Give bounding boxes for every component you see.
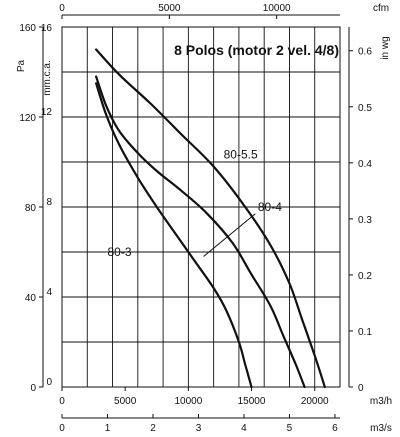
m3h-tick-label: 15000 [238,396,266,407]
inwg-tick-label: 0.1 [358,327,372,338]
mmca-tick-label: 16 [41,23,53,34]
inwg-tick-label: 0.5 [358,103,372,114]
curves [95,48,326,389]
m3s-axis-unit: m3/s [370,423,392,434]
mmca-tick-label: 0 [46,377,52,388]
m3s-tick-label: 5 [287,423,293,434]
m3h-axis-unit: m3/h [370,396,392,407]
m3h-tick-label: 0 [59,396,65,407]
cfm-tick-label: 0 [59,3,65,14]
mmca-axis-unit: mm.c.a. [42,60,53,96]
cfm-tick-label: 5000 [158,3,181,14]
inwg-tick-label: 0.3 [358,215,372,226]
chart-title: 8 Polos (motor 2 vel. 4/8) [174,42,339,58]
inwg-tick-label: 0.6 [358,47,372,58]
m3s-tick-label: 0 [59,423,65,434]
plot-frame [61,26,341,388]
m3s-tick-label: 6 [332,423,338,434]
pa-axis-unit: Pa [16,59,27,72]
mmca-tick-label: 8 [46,197,52,208]
m3h-tick-label: 20000 [301,396,329,407]
pa-tick-label: 80 [25,203,37,214]
series-label-80-4: 80-4 [258,200,282,214]
mmca-tick-label: 4 [46,287,52,298]
m3s-tick-label: 3 [196,423,202,434]
pa-tick-label: 0 [30,383,36,394]
cfm-tick-label: 10000 [263,3,291,14]
series-curve-80-4 [95,75,306,389]
pa-tick-label: 120 [19,113,36,124]
series-label-80-5.5: 80-5.5 [224,148,258,162]
inwg-tick-label: 0.4 [358,159,372,170]
series-curve-80-5.5 [95,48,326,389]
series-curve-80-3 [95,82,253,389]
m3s-tick-label: 1 [105,423,111,434]
axes [39,14,353,419]
series-leader-line-80-4 [203,213,256,257]
m3s-tick-label: 4 [241,423,247,434]
labels: 8 Polos (motor 2 vel. 4/8) 04080120160Pa… [16,3,392,434]
inwg-tick-label: 0.2 [358,271,372,282]
series-label-80-3: 80-3 [107,245,131,259]
inwg-axis-unit: in wg [380,36,391,59]
m3h-tick-label: 5000 [114,396,137,407]
cfm-axis-unit: cfm [373,3,389,14]
inwg-tick-label: 0 [358,383,364,394]
pa-tick-label: 40 [25,293,37,304]
m3s-tick-label: 2 [150,423,156,434]
m3h-tick-label: 10000 [174,396,202,407]
mmca-tick-label: 12 [41,107,53,118]
pa-tick-label: 160 [19,23,36,34]
